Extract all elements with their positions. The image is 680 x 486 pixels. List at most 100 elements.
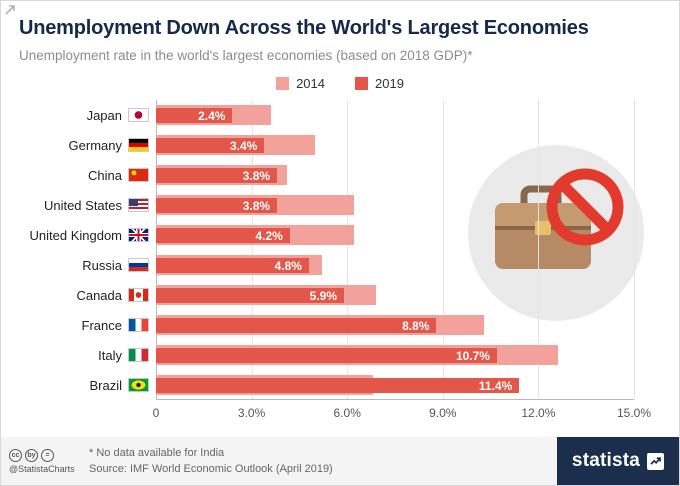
flag-japan-icon [128, 108, 149, 122]
flag-germany-icon [128, 138, 149, 152]
gridline-12 [538, 100, 540, 399]
value-label: 3.8% [242, 168, 271, 183]
chart-row: Japan 2.4% [1, 100, 679, 130]
flag-china-icon [128, 168, 149, 182]
bar-group: 2.4% [156, 100, 634, 130]
footer: cc by = @StatistaCharts * No data availa… [1, 437, 679, 485]
country-label-cell: Canada [1, 288, 156, 303]
flag-italy-icon [128, 348, 149, 362]
flag-russia-icon [128, 258, 149, 272]
chart-row: China 3.8% [1, 160, 679, 190]
footnote: * No data available for India [89, 446, 225, 459]
value-label: 8.8% [402, 318, 430, 333]
chart: Japan 2.4% Germany 3.4% China 3.8% United Stat… [1, 100, 679, 424]
bar-2019: 10.7% [156, 348, 497, 363]
country-label-cell: Italy [1, 348, 156, 363]
brand-name: statista [571, 450, 641, 471]
cc-icon: cc [9, 448, 22, 462]
chart-row: Germany 3.4% [1, 130, 679, 160]
bar-2019: 3.4% [156, 138, 265, 153]
country-label-cell: China [1, 168, 156, 183]
legend-swatch-2014 [276, 76, 290, 90]
legend-label: 2014 [296, 75, 325, 91]
chart-row: Russia 4.8% [1, 250, 679, 280]
x-tick-6.0%: 6.0% [333, 406, 361, 420]
country-label: Russia [82, 257, 122, 273]
source: Source: IMF World Economic Outlook (Apri… [89, 462, 333, 475]
value-label: 4.2% [255, 228, 283, 243]
value-label: 4.8% [274, 258, 302, 273]
country-label: United Kingdom [29, 227, 123, 243]
gridline-6 [347, 100, 349, 399]
license-block: cc by = @StatistaCharts [1, 448, 89, 474]
country-label: Italy [98, 347, 122, 363]
flag-united-states-icon [128, 198, 149, 212]
value-label: 5.9% [309, 288, 337, 303]
gridline-15 [634, 100, 635, 399]
bar-group: 4.2% [156, 220, 634, 250]
legend-label: 2019 [375, 75, 404, 91]
x-tick-3.0%: 3.0% [237, 406, 266, 420]
bar-2019: 2.4% [156, 108, 233, 123]
cc-by-icon: by [25, 448, 38, 462]
country-label: Germany [68, 137, 122, 153]
header: Unemployment Down Across the World's Lar… [1, 1, 679, 64]
country-label-cell: United States [1, 198, 156, 213]
legend-item-2014: 2014 [276, 76, 325, 91]
country-label-cell: Germany [1, 138, 156, 153]
chart-row: France 8.8% [1, 310, 679, 340]
country-label: Brazil [89, 377, 122, 393]
country-label: United States [43, 197, 122, 213]
country-label-cell: Brazil [1, 378, 156, 393]
page-title: Unemployment Down Across the World's Lar… [19, 17, 589, 39]
bar-group: 10.7% [156, 340, 634, 370]
bar-2019: 4.2% [156, 228, 290, 243]
legend-item-2019: 2019 [355, 76, 404, 91]
country-label: Japan [86, 107, 122, 123]
bar-group: 4.8% [156, 250, 634, 280]
gridlines [156, 100, 635, 400]
bar-group: 3.8% [156, 160, 634, 190]
bar-group: 3.8% [156, 190, 634, 220]
license-icons: cc by = [9, 448, 89, 462]
no-hiring-briefcase-icon [461, 133, 651, 323]
x-axis: 0 3.0% 6.0% 9.0% 12.0% 15.0% [152, 400, 651, 424]
x-tick-9.0%: 9.0% [429, 406, 457, 420]
x-tick-12.0%: 12.0% [521, 406, 556, 420]
legend: 2014 2019 [1, 75, 679, 91]
value-label: 11.4% [478, 378, 513, 393]
value-label: 10.7% [455, 348, 490, 363]
bar-2019: 5.9% [156, 288, 344, 303]
expand-icon[interactable] [4, 4, 16, 16]
country-label-cell: Russia [1, 258, 156, 273]
country-label-cell: Japan [1, 108, 156, 123]
value-label: 3.8% [242, 198, 271, 213]
bar-2019: 4.8% [156, 258, 309, 273]
country-label: France [81, 317, 122, 333]
gridline-0 [156, 100, 157, 399]
country-label: Canada [76, 287, 122, 303]
flag-united-kingdom-icon [128, 228, 149, 242]
value-label: 3.4% [229, 138, 258, 153]
country-label-cell: United Kingdom [1, 228, 156, 243]
flag-canada-icon [128, 288, 149, 302]
value-label: 2.4% [198, 108, 226, 123]
page-subtitle: Unemployment rate in the world's largest… [19, 48, 473, 63]
credit-handle[interactable]: @StatistaCharts [9, 463, 75, 474]
notes: * No data available for India Source: IM… [89, 447, 333, 476]
chart-row: Canada 5.9% [1, 280, 679, 310]
rows: Japan 2.4% Germany 3.4% China 3.8% United Stat… [1, 100, 679, 400]
bar-group: 3.4% [156, 130, 634, 160]
x-tick-0: 0 [152, 406, 160, 420]
bar-2019: 11.4% [156, 378, 520, 393]
gridline-9 [442, 100, 444, 399]
x-tick-15.0%: 15.0% [616, 406, 652, 420]
bar-2019: 8.8% [156, 318, 437, 333]
country-label-cell: France [1, 318, 156, 333]
gridline-3 [251, 100, 253, 399]
cc-nd-icon: = [41, 448, 54, 462]
chart-row: Italy 10.7% [1, 340, 679, 370]
bar-2019: 3.8% [156, 168, 278, 183]
statista-logo[interactable]: statista [557, 437, 679, 485]
